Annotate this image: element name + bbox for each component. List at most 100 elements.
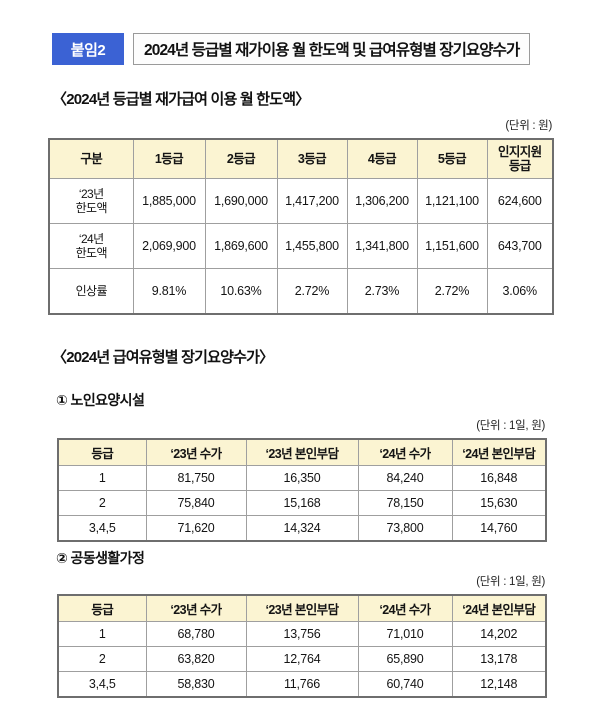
row-label-line2: 한도액 [75, 246, 108, 260]
table-row: ‘24년 한도액 2,069,900 1,869,600 1,455,800 1… [48, 223, 554, 269]
row-label-line1: ‘24년 [78, 231, 104, 246]
col-header-fee-2023: ‘23년 수가 [145, 438, 247, 466]
unit-note-limits: (단위 : 원) [505, 120, 552, 132]
table-row: 1 68,780 13,756 71,010 14,202 [57, 621, 547, 647]
table-header-row: 등급 ‘23년 수가 ‘23년 본인부담 ‘24년 수가 ‘24년 본인부담 [57, 438, 547, 466]
col-header-fee-2023: ‘23년 수가 [145, 594, 247, 622]
sub-heading-nursing-facility: ① 노인요양시설 [56, 392, 145, 408]
cell-group-fee-2023: 68,780 [145, 621, 247, 647]
cell-group-copay-2023: 12,764 [245, 646, 359, 672]
table-row: 1 81,750 16,350 84,240 16,848 [57, 465, 547, 491]
col-header-grade: 등급 [57, 438, 147, 466]
cell-group-copay-2024: 14,202 [451, 621, 547, 647]
cell-nursing-copay-2024: 16,848 [451, 465, 547, 491]
cell-group-fee-2024: 71,010 [357, 621, 453, 647]
cell-nursing-copay-2023: 14,324 [245, 515, 359, 542]
sub-heading-group-home: ② 공동생활가정 [56, 550, 145, 566]
table-row: 3,4,5 71,620 14,324 73,800 14,760 [57, 515, 547, 542]
cell-group-grade: 1 [57, 621, 147, 647]
cell-nursing-copay-2024: 15,630 [451, 490, 547, 516]
cell-nursing-fee-2024: 73,800 [357, 515, 453, 542]
col-header-cognitive-support-line2: 등급 [508, 159, 531, 173]
cell-group-fee-2024: 60,740 [357, 671, 453, 698]
table-header-row: 구분 1등급 2등급 3등급 4등급 5등급 인지지원 등급 [48, 138, 554, 179]
cell-rate-grade1: 9.81% [132, 268, 206, 315]
cell-group-grade: 3,4,5 [57, 671, 147, 698]
row-label-limit-2023: ‘23년 한도액 [48, 178, 134, 224]
cell-limit-2023-grade1: 1,885,000 [132, 178, 206, 224]
cell-limit-2023-grade5: 1,121,100 [416, 178, 488, 224]
cell-limit-2024-grade1: 2,069,900 [132, 223, 206, 269]
cell-group-fee-2024: 65,890 [357, 646, 453, 672]
cell-group-fee-2023: 63,820 [145, 646, 247, 672]
col-header-grade: 등급 [57, 594, 147, 622]
cell-group-fee-2023: 58,830 [145, 671, 247, 698]
cell-group-grade: 2 [57, 646, 147, 672]
row-label-limit-2024: ‘24년 한도액 [48, 223, 134, 269]
table-group-home-fees: 등급 ‘23년 수가 ‘23년 본인부담 ‘24년 수가 ‘24년 본인부담 1… [57, 594, 547, 698]
cell-limit-2023-grade2: 1,690,000 [204, 178, 278, 224]
cell-nursing-fee-2024: 78,150 [357, 490, 453, 516]
cell-nursing-fee-2023: 81,750 [145, 465, 247, 491]
section-heading-monthly-limits: 〈2024년 등급별 재가급여 이용 월 한도액〉 [52, 91, 310, 108]
col-header-copay-2024: ‘24년 본인부담 [451, 594, 547, 622]
cell-nursing-grade: 2 [57, 490, 147, 516]
col-header-category: 구분 [48, 138, 134, 179]
cell-nursing-fee-2023: 75,840 [145, 490, 247, 516]
col-header-grade-4: 4등급 [346, 138, 418, 179]
col-header-grade-3: 3등급 [276, 138, 348, 179]
col-header-grade-1: 1등급 [132, 138, 206, 179]
table-row: 인상률 9.81% 10.63% 2.72% 2.73% 2.72% 3.06% [48, 268, 554, 315]
col-header-cognitive-support-line1: 인지지원 [497, 145, 542, 159]
cell-limit-2023-grade3: 1,417,200 [276, 178, 348, 224]
cell-group-copay-2023: 13,756 [245, 621, 359, 647]
cell-nursing-grade: 1 [57, 465, 147, 491]
unit-note-nursing: (단위 : 1일, 원) [476, 420, 545, 432]
table-row: 2 75,840 15,168 78,150 15,630 [57, 490, 547, 516]
cell-limit-2023-cognitive: 624,600 [486, 178, 554, 224]
cell-rate-grade5: 2.72% [416, 268, 488, 315]
cell-group-copay-2024: 12,148 [451, 671, 547, 698]
table-monthly-limits: 구분 1등급 2등급 3등급 4등급 5등급 인지지원 등급 ‘23년 한도액 … [48, 138, 554, 315]
cell-rate-grade3: 2.72% [276, 268, 348, 315]
table-nursing-facility-fees: 등급 ‘23년 수가 ‘23년 본인부담 ‘24년 수가 ‘24년 본인부담 1… [57, 438, 547, 542]
cell-limit-2024-grade2: 1,869,600 [204, 223, 278, 269]
document-title-bar: 붙임2 2024년 등급별 재가이용 월 한도액 및 급여유형별 장기요양수가 [52, 33, 531, 65]
attachment-badge: 붙임2 [52, 33, 124, 65]
section-heading-care-fees: 〈2024년 급여유형별 장기요양수가〉 [52, 349, 274, 366]
cell-nursing-copay-2024: 14,760 [451, 515, 547, 542]
cell-rate-grade4: 2.73% [346, 268, 418, 315]
cell-limit-2024-cognitive: 643,700 [486, 223, 554, 269]
cell-group-copay-2023: 11,766 [245, 671, 359, 698]
col-header-grade-5: 5등급 [416, 138, 488, 179]
cell-nursing-copay-2023: 15,168 [245, 490, 359, 516]
cell-nursing-copay-2023: 16,350 [245, 465, 359, 491]
col-header-copay-2023: ‘23년 본인부담 [245, 594, 359, 622]
page-title: 2024년 등급별 재가이용 월 한도액 및 급여유형별 장기요양수가 [144, 42, 520, 59]
cell-limit-2024-grade4: 1,341,800 [346, 223, 418, 269]
col-header-fee-2024: ‘24년 수가 [357, 594, 453, 622]
col-header-copay-2023: ‘23년 본인부담 [245, 438, 359, 466]
table-row: 2 63,820 12,764 65,890 13,178 [57, 646, 547, 672]
cell-nursing-fee-2023: 71,620 [145, 515, 247, 542]
cell-limit-2024-grade5: 1,151,600 [416, 223, 488, 269]
cell-limit-2023-grade4: 1,306,200 [346, 178, 418, 224]
col-header-cognitive-support: 인지지원 등급 [486, 138, 554, 179]
cell-limit-2024-grade3: 1,455,800 [276, 223, 348, 269]
cell-group-copay-2024: 13,178 [451, 646, 547, 672]
col-header-copay-2024: ‘24년 본인부담 [451, 438, 547, 466]
cell-rate-grade2: 10.63% [204, 268, 278, 315]
col-header-fee-2024: ‘24년 수가 [357, 438, 453, 466]
row-label-increase-rate: 인상률 [48, 268, 134, 315]
cell-rate-cognitive: 3.06% [486, 268, 554, 315]
unit-note-group-home: (단위 : 1일, 원) [476, 576, 545, 588]
cell-nursing-grade: 3,4,5 [57, 515, 147, 542]
table-row: 3,4,5 58,830 11,766 60,740 12,148 [57, 671, 547, 698]
table-row: ‘23년 한도액 1,885,000 1,690,000 1,417,200 1… [48, 178, 554, 224]
row-label-line1: ‘23년 [78, 186, 104, 201]
col-header-grade-2: 2등급 [204, 138, 278, 179]
cell-nursing-fee-2024: 84,240 [357, 465, 453, 491]
row-label-line2: 한도액 [75, 201, 108, 215]
document-title-box: 2024년 등급별 재가이용 월 한도액 및 급여유형별 장기요양수가 [133, 33, 531, 65]
